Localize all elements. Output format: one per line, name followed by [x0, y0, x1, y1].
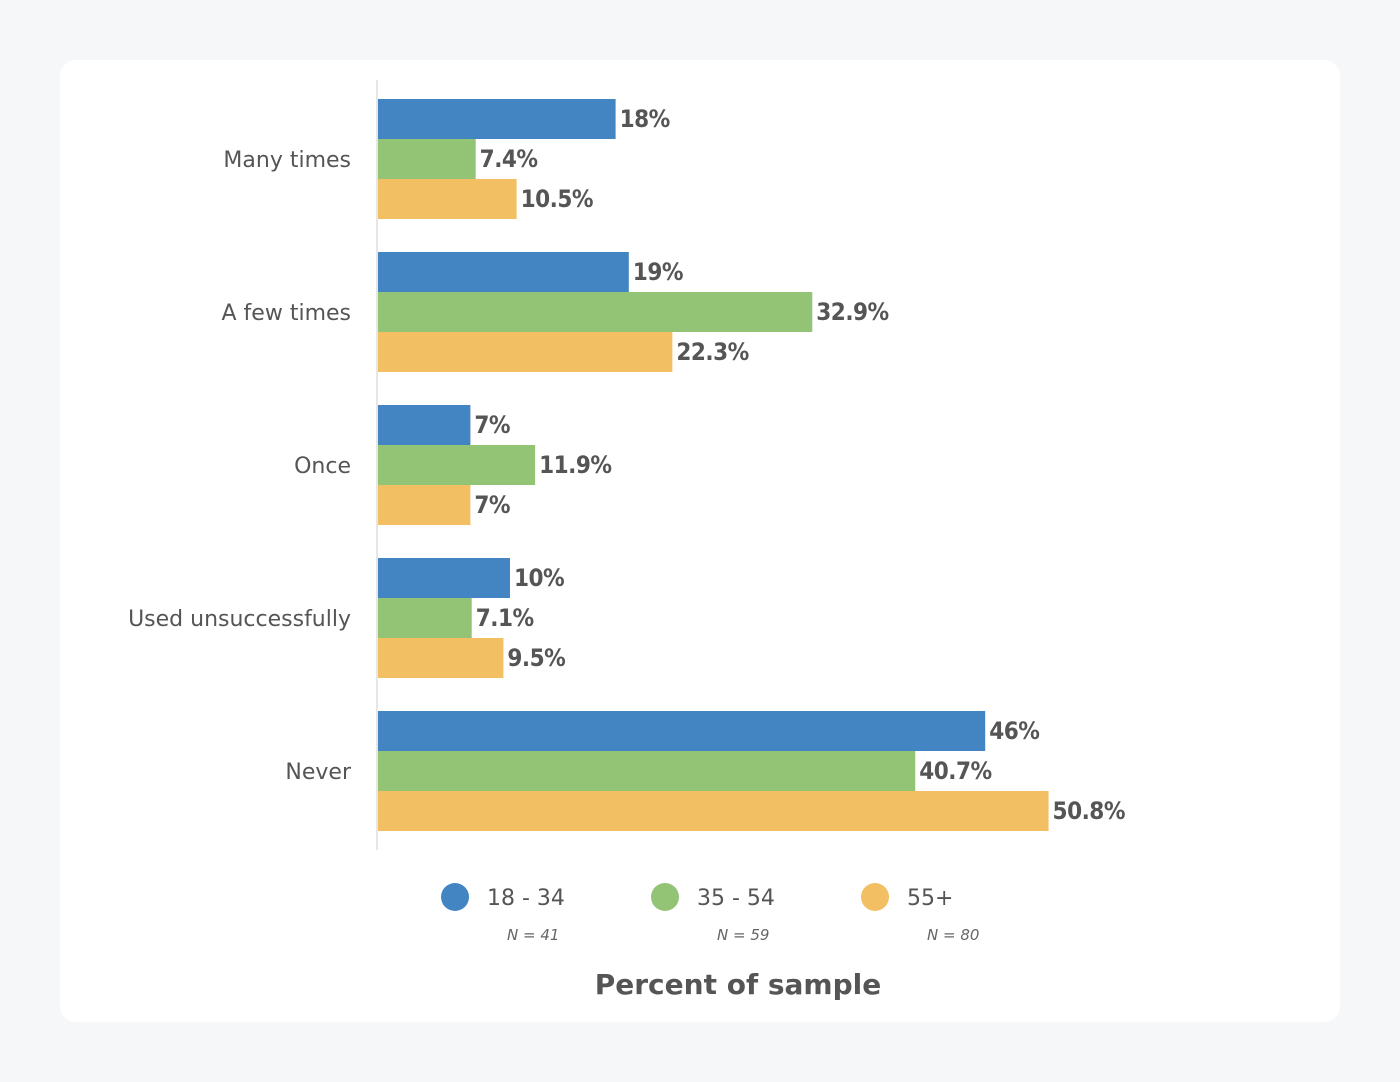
- bar-value-label: 11.9%: [539, 451, 611, 479]
- legend-swatch: [651, 883, 679, 911]
- category-labels: Many times A few times Once Used unsuccessf…: [128, 148, 352, 785]
- bar: [378, 751, 916, 791]
- bar-value-label: 10%: [514, 564, 564, 592]
- bar-value-label: 46%: [989, 717, 1039, 745]
- bar-value-label: 9.5%: [507, 644, 565, 672]
- bar-value-label: 10.5%: [521, 185, 593, 213]
- bar-value-label: 7.1%: [476, 604, 534, 632]
- bar: [378, 485, 471, 525]
- bar: [378, 638, 504, 678]
- legend-sample-size: N = 41: [507, 926, 559, 944]
- bar-value-label: 40.7%: [919, 757, 991, 785]
- legend-swatch: [441, 883, 469, 911]
- bars-layer: 18% 7.4% 10.5% 19% 32.9% 22.3% 7% 11.9% 7% 10% 7.1…: [378, 99, 1125, 831]
- bar: [378, 332, 673, 372]
- legend-sample-size: N = 59: [717, 926, 769, 944]
- bar: [378, 179, 517, 219]
- category-label: Once: [294, 454, 351, 479]
- bar-chart: 18% 7.4% 10.5% 19% 32.9% 22.3% 7% 11.9% 7% 10% 7.1…: [128, 80, 1125, 1001]
- legend-label: 55+: [907, 886, 953, 911]
- bar-value-label: 18%: [620, 105, 670, 133]
- bar: [378, 711, 986, 751]
- bar-value-label: 19%: [633, 258, 683, 286]
- bar-value-label: 7%: [474, 491, 510, 519]
- bar-value-label: 7%: [474, 411, 510, 439]
- bar-value-label: 32.9%: [816, 298, 888, 326]
- bar: [378, 445, 536, 485]
- bar: [378, 791, 1049, 831]
- legend-label: 35 - 54: [697, 886, 775, 911]
- bar: [378, 405, 471, 445]
- legend-swatch: [861, 883, 889, 911]
- category-label: A few times: [222, 301, 351, 326]
- bar: [378, 99, 616, 139]
- legend-label: 18 - 34: [487, 886, 565, 911]
- bar-value-label: 50.8%: [1053, 797, 1125, 825]
- bar: [378, 292, 813, 332]
- bar: [378, 252, 629, 292]
- legend: 18 - 34 N = 41 35 - 54 N = 59 55+ N = 80: [441, 883, 979, 944]
- category-label: Used unsuccessfully: [128, 607, 351, 632]
- category-label: Never: [285, 760, 352, 785]
- bar: [378, 139, 476, 179]
- bar: [378, 598, 472, 638]
- bar-value-label: 7.4%: [480, 145, 538, 173]
- category-label: Many times: [223, 148, 351, 173]
- chart-card: 18% 7.4% 10.5% 19% 32.9% 22.3% 7% 11.9% 7% 10% 7.1…: [60, 60, 1340, 1022]
- legend-sample-size: N = 80: [927, 926, 979, 944]
- bar-value-label: 22.3%: [676, 338, 748, 366]
- x-axis-title: Percent of sample: [595, 968, 882, 1001]
- bar: [378, 558, 510, 598]
